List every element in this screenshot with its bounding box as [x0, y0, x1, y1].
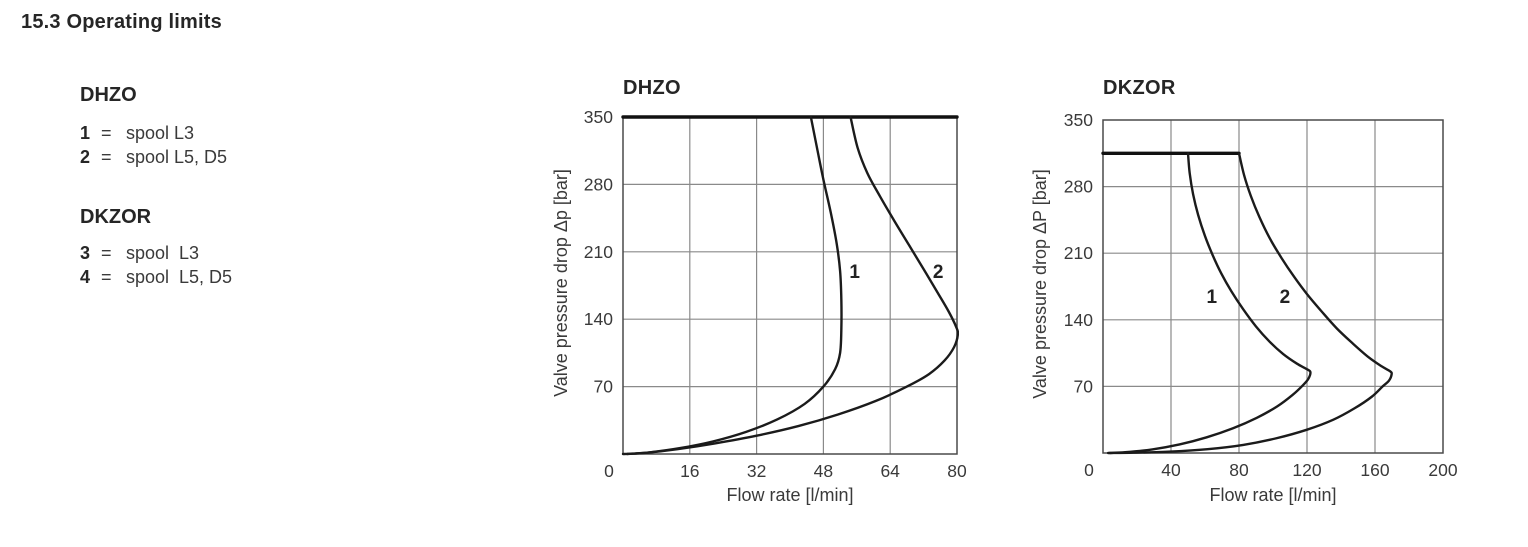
page-title: 15.3 Operating limits [21, 11, 222, 33]
legend-item-number: 2 [80, 146, 91, 167]
legend: DHZO 1 = spool L3 2 = spool L5, D5 DKZOR… [80, 84, 232, 289]
y-tick-label: 350 [1064, 114, 1093, 130]
limit-curve-2 [625, 115, 959, 456]
legend-item: 2 = spool L5, D5 [80, 146, 232, 170]
chart-plot-dhzo: 0 16 32 48 64 80 70 140 210 280 350 1 2 [584, 111, 967, 481]
legend-item-label: spool L3 [126, 243, 200, 263]
y-tick-label: 210 [584, 242, 613, 262]
curve-label-2: 2 [933, 262, 944, 283]
curve-label-1: 1 [1207, 287, 1218, 308]
x-tick-label: 32 [747, 461, 766, 481]
legend-items-dhzo: 1 = spool L3 2 = spool L5, D5 [80, 122, 232, 169]
legend-item: 3 = spool L3 [80, 242, 232, 266]
limit-curve-1 [1106, 152, 1312, 455]
legend-item: 1 = spool L3 [80, 122, 232, 146]
curve-label-1: 1 [849, 262, 860, 283]
x-tick-label: 64 [880, 461, 900, 481]
legend-item-number: 1 [80, 123, 91, 143]
y-tick-label: 280 [1064, 177, 1093, 197]
legend-item-number: 4 [80, 266, 91, 287]
chart-plot-dkzor: 0 40 80 120 160 200 70 140 210 280 350 1 2 [1064, 114, 1458, 480]
y-tick-label: 280 [584, 174, 613, 194]
plot-border [622, 116, 958, 455]
legend-item-equals: = [101, 146, 112, 167]
legend-items-dkzor: 3 = spool L3 4 = spool L5, D5 [80, 242, 232, 289]
legend-item-equals: = [101, 123, 112, 143]
x-tick-label: 120 [1292, 460, 1321, 480]
y-tick-label: 140 [1064, 310, 1093, 330]
y-tick-label: 350 [584, 111, 613, 127]
x-tick-label: 80 [947, 461, 967, 481]
x-tick-label: 0 [1084, 460, 1094, 480]
legend-heading-dhzo: DHZO [80, 84, 137, 106]
legend-item-equals: = [101, 266, 112, 287]
x-tick-label: 80 [1229, 460, 1249, 480]
curve-label-2: 2 [1280, 287, 1291, 308]
x-tick-label: 160 [1360, 460, 1389, 480]
limit-curve-2 [1108, 152, 1393, 455]
legend-item-equals: = [101, 243, 112, 263]
x-tick-label: 16 [680, 461, 699, 481]
legend-heading-dkzor: DKZOR [80, 206, 152, 228]
chart-title-dhzo: DHZO [623, 77, 681, 99]
x-tick-label: 0 [604, 461, 614, 481]
legend-item-label: spool L3 [126, 123, 195, 143]
y-tick-label: 140 [584, 309, 613, 329]
y-tick-label: 70 [1074, 376, 1094, 396]
y-tick-label: 70 [594, 377, 614, 397]
legend-item: 4 = spool L5, D5 [80, 266, 232, 290]
limit-curve-1 [621, 115, 843, 456]
x-tick-label: 40 [1161, 460, 1181, 480]
x-axis-label-dkzor: Flow rate [l/min] [1209, 485, 1337, 505]
legend-item-label: spool L5, D5 [126, 146, 228, 167]
chart-title-dkzor: DKZOR [1103, 77, 1176, 99]
x-axis-label-dhzo: Flow rate [l/min] [726, 485, 854, 505]
y-tick-label: 210 [1064, 243, 1093, 263]
plot-border [1102, 119, 1444, 454]
legend-item-number: 3 [80, 243, 91, 263]
x-tick-label: 200 [1428, 460, 1457, 480]
x-tick-label: 48 [814, 461, 833, 481]
legend-item-label: spool L5, D5 [126, 266, 233, 287]
